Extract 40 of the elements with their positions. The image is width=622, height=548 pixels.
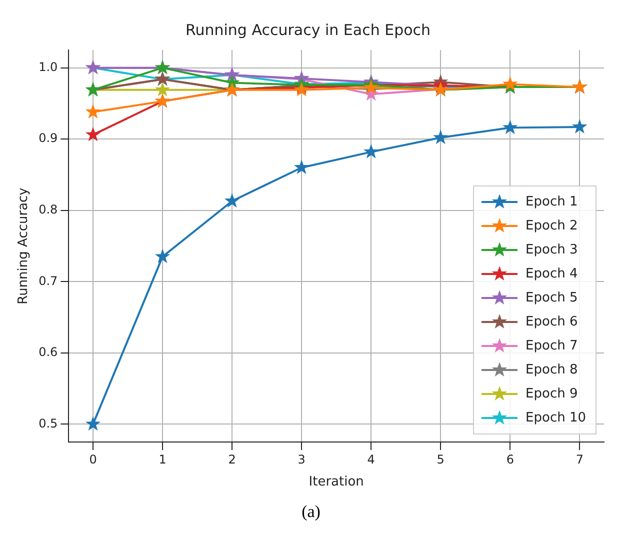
- legend-label: Epoch 6: [526, 314, 578, 330]
- legend-label: Epoch 10: [526, 410, 586, 426]
- y-tick-label: 0.5: [38, 416, 58, 430]
- point: [85, 104, 101, 118]
- x-tick-label: 3: [298, 452, 306, 466]
- point: [154, 248, 170, 264]
- legend-label: Epoch 3: [526, 242, 578, 258]
- point: [502, 120, 518, 134]
- point: [363, 144, 379, 158]
- x-tick-label: 5: [436, 452, 444, 466]
- legend-label: Epoch 2: [526, 218, 578, 234]
- y-tick-label: 1.0: [38, 60, 58, 74]
- point: [502, 76, 518, 91]
- x-tick-label: 7: [576, 452, 584, 466]
- legend-label: Epoch 1: [526, 194, 578, 210]
- x-tick-label: 2: [228, 452, 236, 466]
- point: [85, 126, 101, 142]
- x-axis-title: Iteration: [308, 474, 364, 490]
- point: [154, 82, 170, 96]
- text: (a): [300, 502, 322, 522]
- x-tick-label: 6: [506, 452, 514, 466]
- point: [572, 118, 588, 134]
- y-tick-label: 0.9: [38, 131, 58, 146]
- point: [433, 130, 448, 144]
- chart-title: Running Accuracy in Each Epoch: [185, 20, 431, 39]
- x-tick-label: 0: [89, 452, 97, 466]
- y-tick-label: 0.7: [38, 274, 58, 288]
- legend-label: Epoch 4: [526, 266, 578, 282]
- y-tick-label: 0.8: [38, 202, 58, 216]
- legend-label: Epoch 5: [526, 290, 578, 306]
- y-tick-label: 0.6: [38, 345, 58, 360]
- x-tick-label: 1: [158, 452, 166, 466]
- point: [85, 416, 101, 431]
- y-axis-title: Running Accuracy: [16, 187, 32, 304]
- x-tick-label: 4: [367, 452, 375, 466]
- legend-label: Epoch 9: [526, 386, 578, 402]
- point: [224, 193, 240, 208]
- point: [294, 160, 310, 174]
- legend-label: Epoch 8: [526, 362, 578, 378]
- legend-label: Epoch 7: [526, 338, 578, 354]
